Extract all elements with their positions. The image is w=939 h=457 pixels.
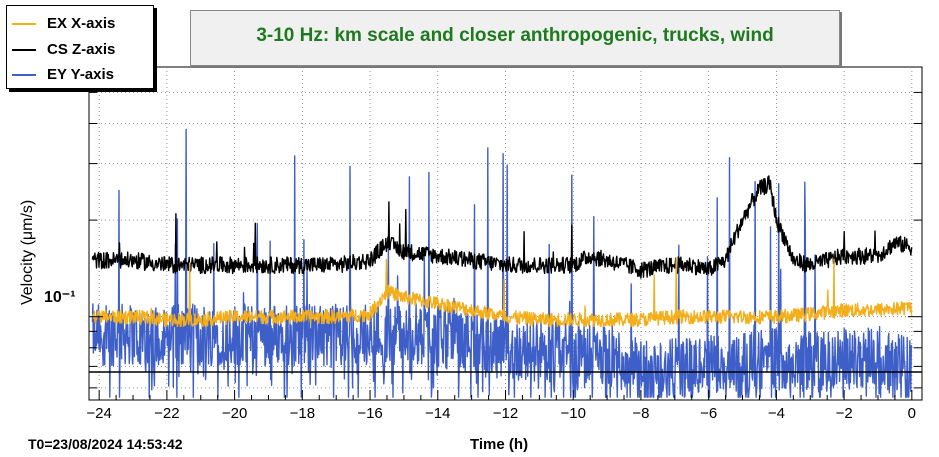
legend-label-ey: EY Y-axis xyxy=(47,66,115,83)
legend-item-cs: CS Z-axis xyxy=(7,39,153,59)
legend-label-ex: EX X-axis xyxy=(47,15,116,32)
x-tick-label: −12 xyxy=(493,405,518,422)
legend-swatch-ey xyxy=(12,74,36,76)
chart-title-box: 3-10 Hz: km scale and closer anthropogen… xyxy=(190,10,840,66)
legend-item-ey: EY Y-axis xyxy=(7,64,153,84)
x-tick-label: −24 xyxy=(86,405,111,422)
series-line-ey xyxy=(91,128,913,398)
x-tick-label: −14 xyxy=(425,405,450,422)
x-tick-label: −4 xyxy=(768,405,785,422)
series-layer xyxy=(91,128,913,398)
legend-swatch-ex xyxy=(12,23,36,25)
series-line-cs xyxy=(91,175,913,279)
x-tick-label: −6 xyxy=(700,405,717,422)
x-tick-label: 0 xyxy=(908,405,916,422)
x-tick-label: −10 xyxy=(560,405,585,422)
y-tick-label: 10⁻¹ xyxy=(44,289,76,306)
x-tick-label: −16 xyxy=(357,405,382,422)
legend-swatch-cs xyxy=(12,49,36,51)
chart-title: 3-10 Hz: km scale and closer anthropogen… xyxy=(256,25,774,46)
series-line-ex xyxy=(91,257,913,328)
x-tick-label: −2 xyxy=(836,405,853,422)
y-axis-label: Velocity (μm/s) xyxy=(19,200,36,305)
legend: EX X-axis CS Z-axis EY Y-axis xyxy=(6,5,154,89)
x-tick-label: −8 xyxy=(632,405,649,422)
x-axis-label: Time (h) xyxy=(470,436,528,453)
axes: −24 −22 −20 −18 −16 −14 −12 −10 −8 −6 −4 −2 0 xyxy=(86,91,922,422)
x-tick-label: −18 xyxy=(290,405,315,422)
t0-timestamp: T0=23/08/2024 14:53:42 xyxy=(28,436,183,452)
legend-label-cs: CS Z-axis xyxy=(47,41,116,58)
x-tick-label: −22 xyxy=(154,405,179,422)
legend-item-ex: EX X-axis xyxy=(7,13,153,33)
x-tick-label: −20 xyxy=(222,405,247,422)
